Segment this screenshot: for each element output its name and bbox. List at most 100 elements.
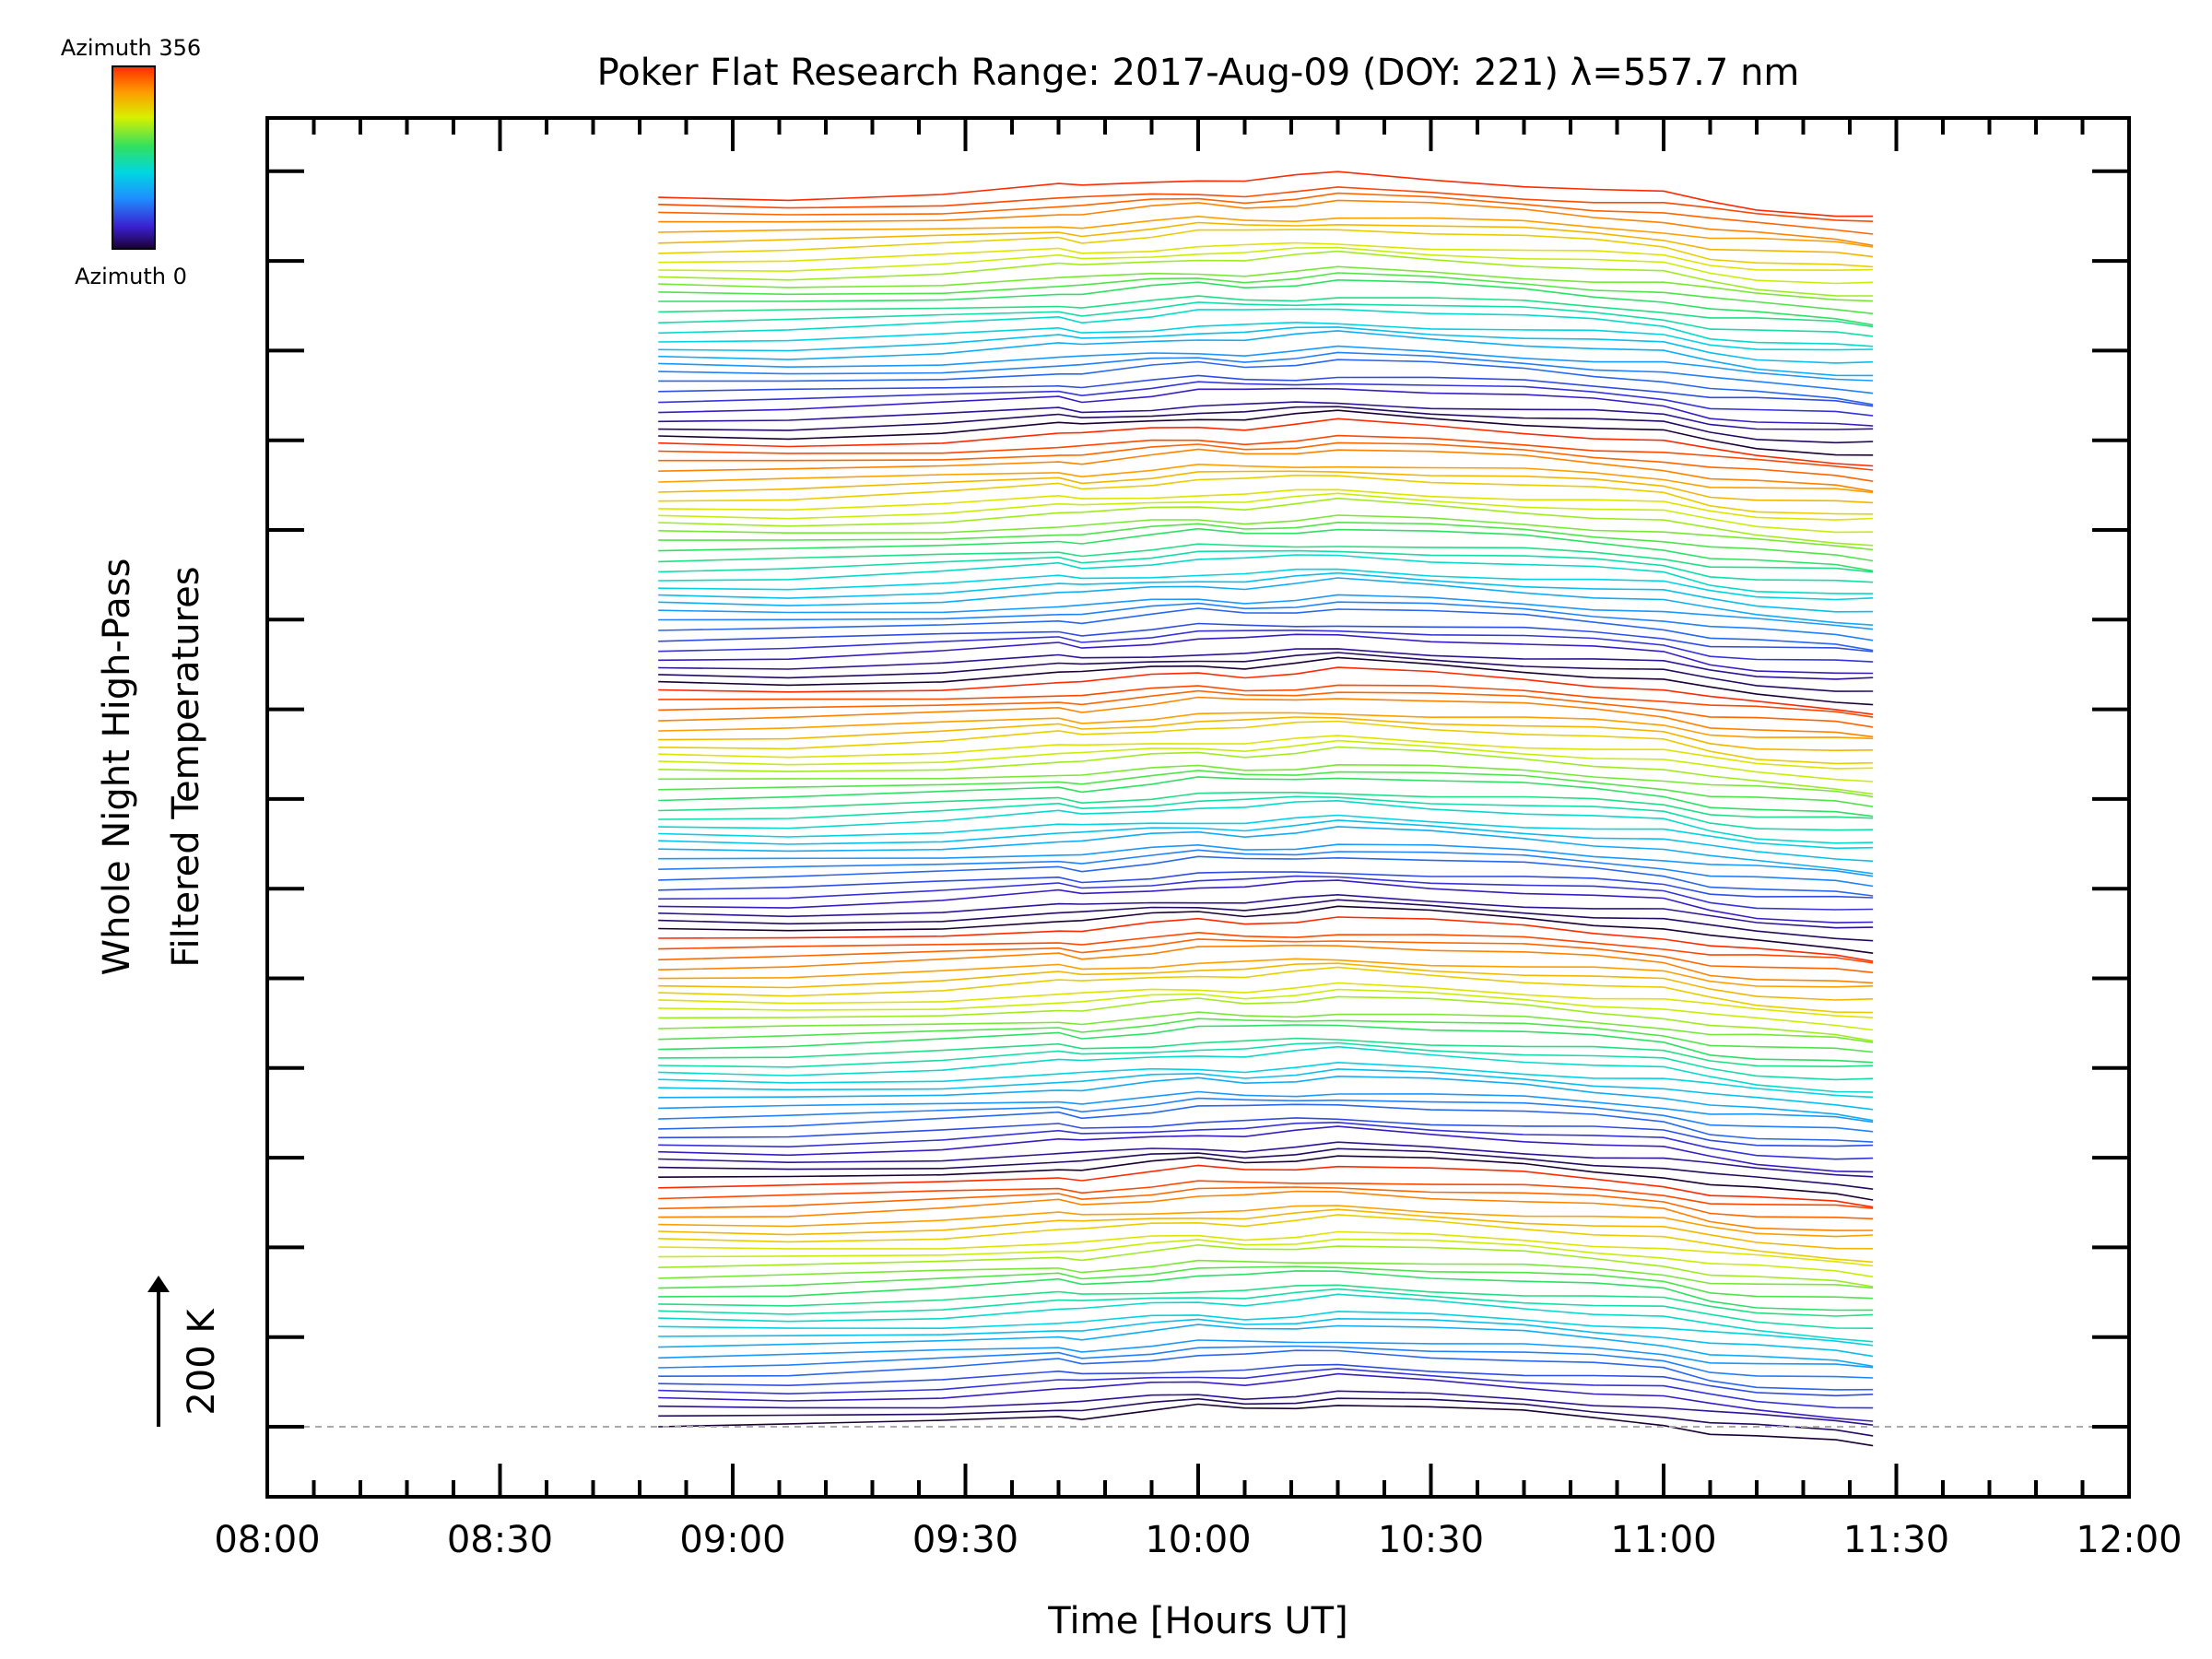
trace-line: [658, 720, 1874, 765]
trace-line: [658, 554, 1874, 594]
trace-line: [658, 795, 1874, 831]
trace-line: [658, 938, 1874, 973]
trace-line: [658, 1103, 1874, 1143]
trace-line: [658, 1141, 1874, 1178]
x-axis-title: Time [Hours UT]: [1047, 1600, 1347, 1642]
trace-line: [658, 1397, 1874, 1437]
scale-label: 200 K: [181, 1308, 223, 1416]
trace-line: [658, 1372, 1874, 1422]
trace-line: [658, 1345, 1874, 1379]
trace-line: [658, 246, 1874, 285]
trace-line: [658, 633, 1874, 675]
x-tick-labels: 08:00 08:30 09:00 09:30 10:00 10:30 11:00 11:30…: [214, 1519, 2182, 1561]
trace-line: [658, 716, 1874, 752]
trace-line: [658, 406, 1874, 444]
trace-line: [658, 1068, 1874, 1111]
trace-line: [658, 250, 1874, 297]
trace-line: [658, 1037, 1874, 1068]
trace-line: [658, 229, 1874, 268]
trace-line: [658, 374, 1874, 407]
trace-line: [658, 629, 1874, 663]
trace-line: [658, 215, 1874, 248]
trace-line: [658, 746, 1874, 795]
x-tick-label: 12:00: [2076, 1519, 2182, 1561]
trace-line: [658, 763, 1874, 798]
trace-line: [658, 1339, 1874, 1369]
trace-line: [658, 776, 1874, 818]
trace-line: [658, 359, 1874, 406]
x-tick-label: 11:00: [1610, 1519, 1716, 1561]
trace-line: [658, 527, 1874, 572]
trace-line: [658, 330, 1874, 377]
trace-line: [658, 492, 1874, 534]
trace-line: [658, 843, 1874, 877]
trace-line: [658, 1061, 1874, 1099]
trace-line: [658, 549, 1874, 583]
trace-line: [658, 988, 1874, 1031]
trace-line: [658, 916, 1874, 962]
trace-line: [658, 1018, 1874, 1053]
trace-line: [658, 1243, 1874, 1288]
trace-line: [658, 1097, 1874, 1133]
colorbar: [112, 65, 156, 250]
trace-line: [658, 879, 1874, 924]
trace-line: [658, 1121, 1874, 1160]
chart-title: Poker Flat Research Range: 2017-Aug-09 (…: [597, 52, 1800, 94]
trace-line: [658, 1293, 1874, 1343]
trace-line: [658, 712, 1874, 740]
trace-line: [658, 321, 1874, 351]
trace-line: [658, 401, 1874, 430]
trace-line: [658, 1403, 1874, 1447]
trace-line: [658, 1270, 1874, 1312]
trace-line: [658, 1265, 1874, 1300]
x-tick-label: 10:00: [1145, 1519, 1251, 1561]
trace-line: [658, 1155, 1874, 1201]
trace-line: [658, 944, 1874, 984]
trace-line: [658, 1180, 1874, 1209]
trace-line: [658, 1090, 1874, 1124]
trace-line: [658, 171, 1874, 218]
x-tick-label: 11:30: [1843, 1519, 1949, 1561]
trace-line: [658, 1075, 1874, 1122]
trace-line: [658, 1238, 1874, 1278]
trace-line: [658, 931, 1874, 964]
trace-line: [658, 1011, 1874, 1043]
trace-line: [658, 826, 1874, 875]
plot-frame: [265, 116, 2131, 1499]
trace-line: [658, 982, 1874, 1018]
trace-line: [658, 1324, 1874, 1368]
trace-line: [658, 448, 1874, 492]
trace-line: [658, 497, 1874, 547]
trace-line: [658, 1349, 1874, 1391]
trace-line: [658, 568, 1874, 601]
trace-line: [658, 571, 1874, 613]
trace-line: [658, 345, 1874, 382]
trace-line: [658, 689, 1874, 728]
trace-line: [658, 962, 1874, 1001]
x-tick-label: 08:30: [447, 1519, 553, 1561]
x-tick-label: 09:30: [912, 1519, 1018, 1561]
trace-line: [658, 622, 1874, 653]
trace-line: [658, 308, 1874, 347]
trace-line: [658, 819, 1874, 863]
trace-line: [658, 1259, 1874, 1289]
trace-line: [658, 696, 1874, 738]
trace-line: [658, 739, 1874, 782]
trace-line: [658, 543, 1874, 573]
trace-line: [658, 441, 1874, 482]
trace-line: [658, 899, 1874, 942]
trace-line: [658, 601, 1874, 641]
trace-line: [658, 1368, 1874, 1409]
trace-line: [658, 1363, 1874, 1397]
trace-line: [658, 1125, 1874, 1173]
trace-line: [658, 1164, 1874, 1208]
trace-line: [658, 199, 1874, 247]
trace-line: [658, 326, 1874, 364]
trace-line: [658, 577, 1874, 626]
trace-line: [658, 521, 1874, 562]
trace-line: [658, 434, 1874, 471]
trace-line: [658, 1208, 1874, 1250]
trace-line: [658, 1024, 1874, 1064]
trace-line: [658, 1390, 1874, 1426]
trace-line: [658, 186, 1874, 222]
